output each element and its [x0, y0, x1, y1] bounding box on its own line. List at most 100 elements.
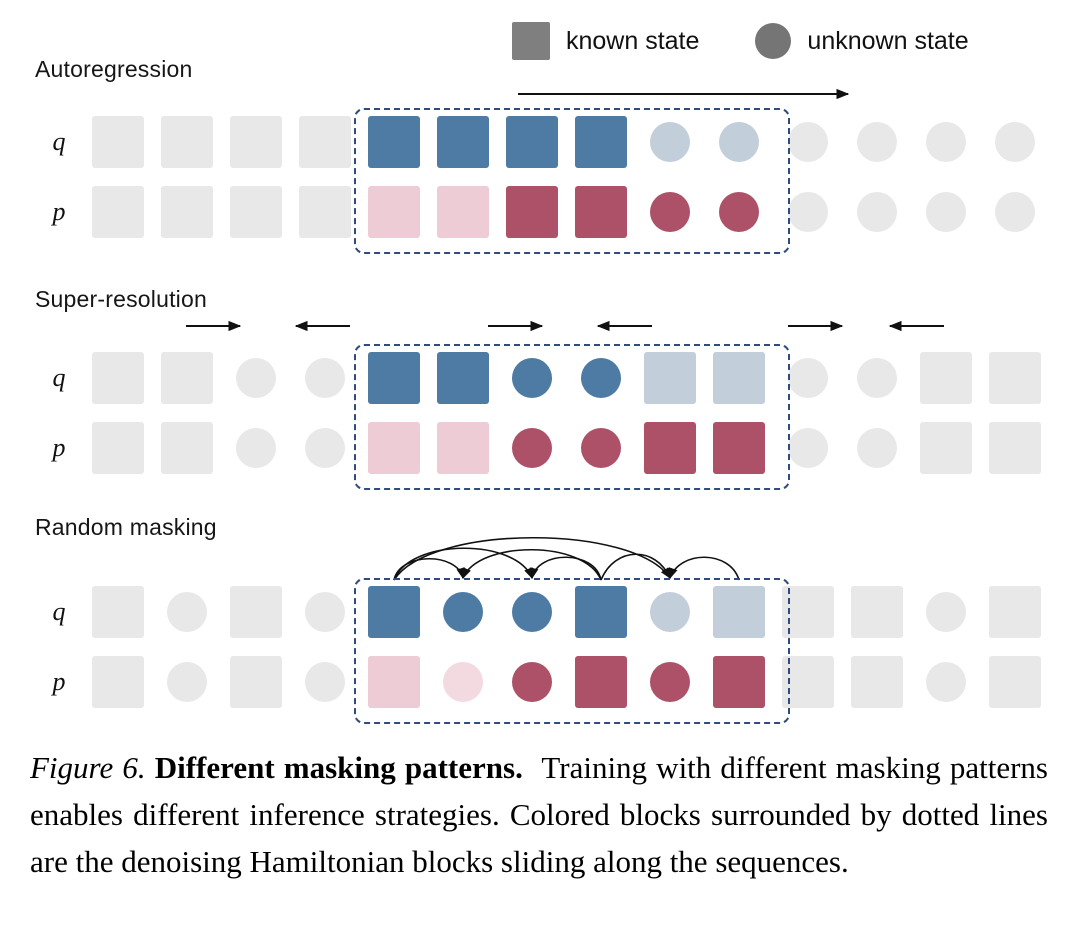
state-circle-gray: [230, 352, 282, 404]
state-square-red: [644, 422, 696, 474]
state-square-gray: [782, 656, 834, 708]
state-circle-gray: [161, 656, 213, 708]
row-label-q: q: [52, 127, 66, 156]
state-square-gray: [161, 422, 213, 474]
section-title-super-resolution: Super-resolution: [35, 286, 207, 312]
state-circle-gray: [299, 352, 351, 404]
denoising-block-autoregression: [354, 108, 790, 254]
figure-caption: Figure 6. Different masking patterns. Tr…: [30, 744, 1048, 885]
state-circle-blue: [575, 352, 627, 404]
row-q-autoregression: q: [42, 116, 1041, 168]
known-state-swatch-icon: [512, 22, 550, 60]
state-circle-gray: [851, 116, 903, 168]
state-square-gray: [161, 186, 213, 238]
random-masking-dependency-arcs-icon: [393, 537, 740, 581]
state-circle-gray: [989, 186, 1041, 238]
state-square-pink: [368, 186, 420, 238]
state-circle-lightpink: [437, 656, 489, 708]
row-p-random-masking: p: [42, 656, 1041, 708]
super-resolution-shift-arrows-icon: [186, 320, 944, 332]
state-circle-gray: [989, 116, 1041, 168]
state-circle-red: [506, 656, 558, 708]
row-q-random-masking: q: [42, 586, 1041, 638]
state-square-lightblue: [713, 586, 765, 638]
state-circle-red: [506, 422, 558, 474]
state-square-gray: [230, 656, 282, 708]
state-square-red: [575, 186, 627, 238]
state-square-gray: [989, 586, 1041, 638]
state-square-gray: [230, 186, 282, 238]
caption-body: Training with different masking patterns…: [30, 750, 1048, 879]
state-circle-gray: [920, 186, 972, 238]
section-title-autoregression: Autoregression: [35, 56, 193, 82]
state-circle-red: [644, 186, 696, 238]
row-p-super-resolution: p: [42, 422, 1041, 474]
state-square-red: [506, 186, 558, 238]
state-square-gray: [92, 586, 144, 638]
state-square-blue: [437, 352, 489, 404]
state-circle-gray: [782, 422, 834, 474]
row-label-p: p: [52, 667, 66, 696]
state-circle-blue: [437, 586, 489, 638]
state-square-gray: [92, 116, 144, 168]
state-circle-red: [644, 656, 696, 708]
sequence-cells-p: [92, 422, 1041, 474]
state-square-gray: [299, 116, 351, 168]
state-square-gray: [161, 352, 213, 404]
state-square-blue: [437, 116, 489, 168]
sequence-cells-p: [92, 656, 1041, 708]
state-square-blue: [575, 116, 627, 168]
state-square-blue: [368, 352, 420, 404]
state-square-gray: [851, 586, 903, 638]
state-circle-gray: [161, 586, 213, 638]
state-square-gray: [989, 352, 1041, 404]
section-title-random-masking: Random masking: [35, 514, 217, 540]
state-circle-blue: [506, 586, 558, 638]
state-square-blue: [368, 116, 420, 168]
state-square-red: [575, 656, 627, 708]
state-square-lightblue: [713, 352, 765, 404]
sequence-cells-p: [92, 186, 1041, 238]
known-state-label: known state: [566, 26, 700, 55]
state-circle-gray: [920, 586, 972, 638]
state-square-blue: [506, 116, 558, 168]
state-square-gray: [920, 352, 972, 404]
state-circle-lightblue: [644, 116, 696, 168]
state-square-red: [713, 656, 765, 708]
state-square-gray: [851, 656, 903, 708]
state-square-red: [713, 422, 765, 474]
state-circle-gray: [851, 352, 903, 404]
state-circle-red: [575, 422, 627, 474]
row-label-p: p: [52, 433, 66, 462]
state-square-gray: [299, 186, 351, 238]
state-square-gray: [92, 422, 144, 474]
state-circle-gray: [782, 352, 834, 404]
state-square-gray: [920, 422, 972, 474]
state-circle-gray: [299, 656, 351, 708]
figure-label: Figure 6.: [30, 750, 146, 785]
state-circle-gray: [230, 422, 282, 474]
state-square-gray: [92, 656, 144, 708]
denoising-block-random-masking: [354, 578, 790, 724]
state-circle-gray: [782, 186, 834, 238]
sequence-cells-q: [92, 352, 1041, 404]
unknown-state-swatch-icon: [755, 23, 792, 59]
state-square-gray: [230, 116, 282, 168]
state-circle-gray: [782, 116, 834, 168]
state-square-pink: [368, 422, 420, 474]
row-q-super-resolution: q: [42, 352, 1041, 404]
state-square-gray: [230, 586, 282, 638]
legend: known state unknown state: [512, 22, 969, 60]
denoising-block-super-resolution: [354, 344, 790, 490]
state-square-gray: [92, 186, 144, 238]
state-square-pink: [437, 422, 489, 474]
row-label-q: q: [52, 597, 66, 626]
row-label-p: p: [52, 197, 66, 226]
sequence-cells-q: [92, 586, 1041, 638]
state-circle-gray: [299, 422, 351, 474]
state-circle-gray: [299, 586, 351, 638]
autoregression-direction-arrow-icon: [518, 88, 850, 100]
state-square-gray: [782, 586, 834, 638]
state-circle-gray: [920, 116, 972, 168]
state-square-lightblue: [644, 352, 696, 404]
